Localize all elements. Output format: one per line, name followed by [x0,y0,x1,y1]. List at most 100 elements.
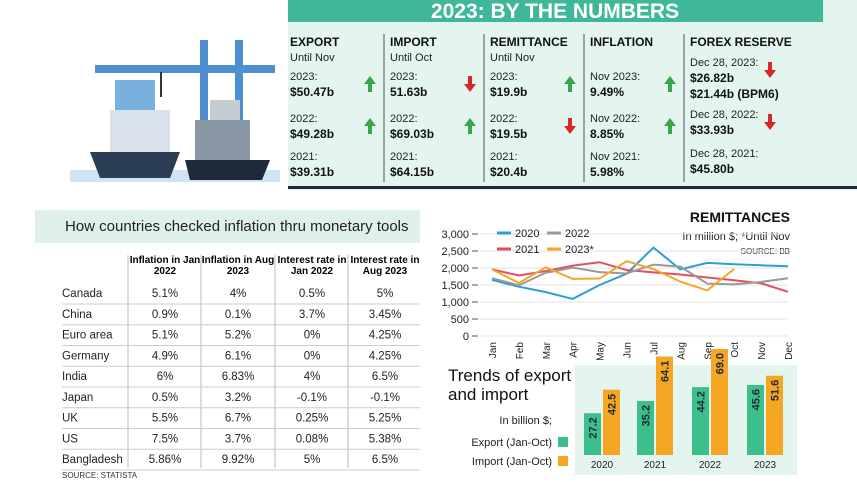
table-cell: 6.83% [222,371,255,383]
row-label: US [62,433,78,445]
legend-label: Import (Jan-Oct) [472,456,552,468]
stat-label: 2022: [290,113,318,125]
x-tick-label: Jul [649,342,660,355]
stat-label: 2023: [390,71,418,83]
stat-name: INFLATION [590,35,653,49]
table-cell: 0.5% [152,392,178,404]
x-tick-label: Sep [703,342,714,360]
table-cell: 3.7% [225,433,251,445]
stat-name: REMITTANCE [490,35,568,49]
y-tick-label: 3,000 [441,229,469,241]
y-tick-label: 2,000 [441,263,469,275]
trend-arrow [664,76,676,92]
row-label: Bangladesh [62,454,123,466]
table-cell: 7.5% [152,433,178,445]
stat-value: $69.03b [390,127,434,141]
table-cell: 3.2% [225,392,251,404]
stat-value: 9.49% [590,85,624,99]
row-label: Euro area [62,330,113,342]
x-tick-label: May [596,342,607,361]
row-label: Canada [62,288,103,300]
table-title: How countries checked inflation thru mon… [65,218,409,235]
table-cell: 5.5% [152,413,178,425]
stat-label: 2023: [290,71,318,83]
table-cell: 0.1% [225,309,251,321]
table-cell: 5.1% [152,288,178,300]
table-cell: -0.1% [370,392,400,404]
column-header: Interest rate in Jan 2022 [277,255,347,277]
table-cell: 5.25% [369,413,402,425]
x-tick-label: Jun [623,342,634,358]
stat-period: Until Nov [490,52,535,64]
trend-arrow [464,76,476,92]
chart-title: REMITTANCES [690,209,790,225]
x-tick-label: Oct [730,342,741,358]
table-cell: -0.1% [297,392,327,404]
row-label: China [62,309,93,321]
stats-panel [288,0,857,190]
table-cell: 4.25% [369,330,402,342]
bar [584,413,601,455]
stat-label: 2022: [390,113,418,125]
table-cell: 6.5% [372,454,398,466]
table-cell: 6.7% [225,413,251,425]
stat-value: $19.9b [490,85,527,99]
stat-period: Until Nov [290,52,335,64]
table-cell: 0.25% [296,413,329,425]
x-tick-label: Mar [542,341,553,359]
column-header: Interest rate in Aug 2023 [350,255,420,277]
trend-arrow [564,76,576,92]
stat-label: Nov 2022: [590,113,640,125]
x-tick-label: 2023 [754,460,777,471]
y-tick-label: 1,500 [441,280,469,292]
trend-arrow [764,114,776,130]
x-tick-label: 2021 [644,460,667,471]
row-label: Japan [62,392,93,404]
table-cell: 5.38% [369,433,402,445]
x-tick-label: 2022 [699,460,722,471]
stat-value: $26.82b [690,71,734,85]
row-label: Germany [62,350,110,362]
value-label: 69.0 [715,353,727,374]
table-cell: 6% [157,371,174,383]
stat-value: $33.93b [690,123,734,137]
stat-value: $49.28b [290,127,334,141]
ship-illustration [70,40,280,182]
stat-value: $64.15b [390,165,434,179]
trend-arrow [364,76,376,92]
table-cell: 0% [304,330,321,342]
stat-label: Nov 2021: [590,151,640,163]
stat-label: 2022: [490,113,518,125]
bar [711,349,728,455]
trend-arrow [364,118,376,134]
stat-name: EXPORT [290,35,340,49]
table-cell: 4% [230,288,247,300]
x-tick-label: 2020 [591,460,614,471]
trend-arrow [664,118,676,134]
bar [766,375,783,455]
chart-title: Trends of export and import [448,366,572,404]
table-cell: 5% [304,454,321,466]
stat-value: 5.98% [590,165,624,179]
legend-swatch [558,456,568,466]
legend-label: 2021 [515,244,539,256]
y-tick-label: 1,000 [441,297,469,309]
divider [288,186,857,189]
table-source: SOURCE: STATISTA [62,471,138,480]
table-cell: 4.25% [369,350,402,362]
trend-arrow [464,118,476,134]
stat-value: 8.85% [590,127,624,141]
bar [637,400,654,455]
series-line [491,260,735,292]
x-tick-label: Jan [488,342,499,358]
stat-value: $21.44b (BPM6) [690,87,779,101]
table-cell: 3.7% [299,309,325,321]
trend-arrow [764,62,776,78]
stat-value: $50.47b [290,85,334,99]
value-label: 64.1 [660,361,672,382]
legend-label: 2022 [565,228,589,240]
value-label: 45.6 [751,389,763,410]
row-label: UK [62,413,78,425]
legend-swatch [558,437,568,447]
